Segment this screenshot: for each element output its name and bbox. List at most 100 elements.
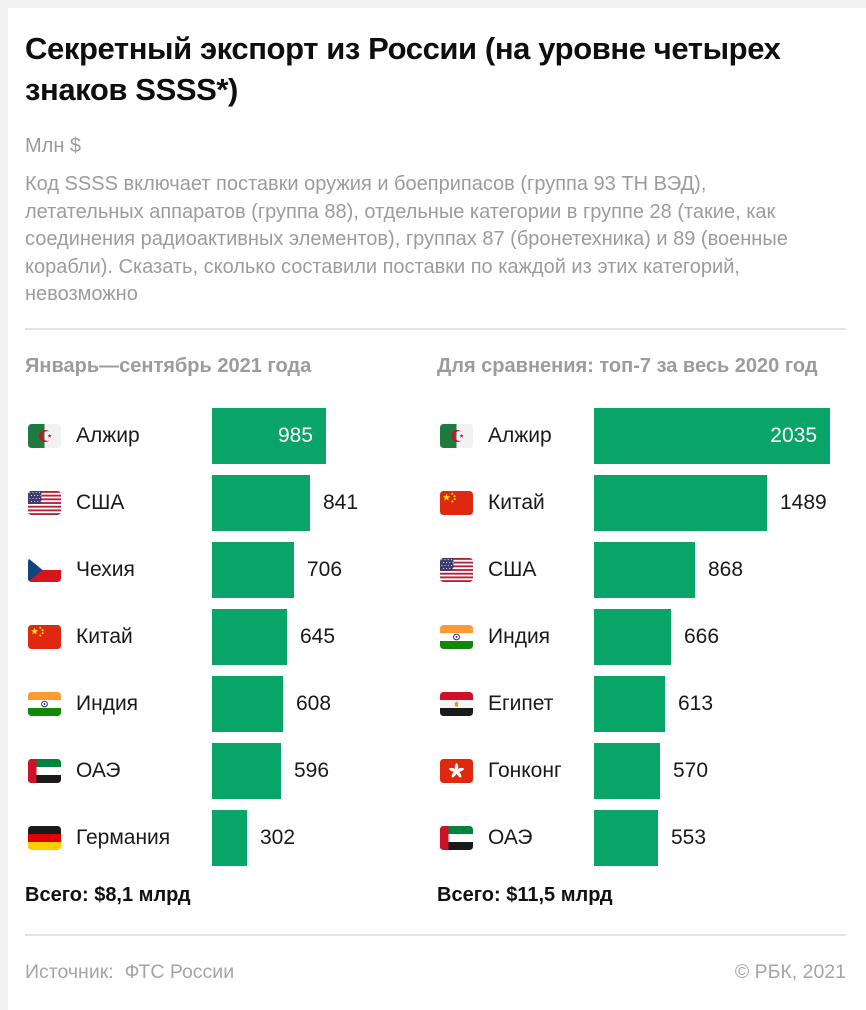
bar: 2035 (594, 407, 830, 464)
value-label: 596 (294, 758, 330, 782)
chart-row: ОАЭ 553 (437, 809, 846, 866)
flag-usa-icon (440, 557, 473, 582)
source-line: Источник: ФТС России (25, 961, 234, 984)
bar (212, 541, 294, 598)
country-label: ОАЭ (488, 825, 533, 849)
bar-track: 2035 (594, 407, 846, 464)
chart-row: Алжир 2035 (437, 407, 846, 464)
flag-algeria-icon (28, 423, 61, 448)
flag-algeria-icon (440, 423, 473, 448)
bar (594, 809, 658, 866)
flag-hongkong-icon (440, 758, 473, 783)
flag-czechia-icon (28, 557, 61, 582)
flag-germany-icon (28, 825, 61, 850)
flag-india-icon (440, 624, 473, 649)
page-title: Секретный экспорт из России (на уровне ч… (25, 31, 781, 107)
chart-jan-sep-2021: Январь—сентябрь 2021 года Алжир 985 США 84… (25, 355, 437, 907)
bar (594, 675, 665, 732)
country-label: Германия (76, 825, 171, 849)
total-2021: Всего: $8,1 млрд (25, 883, 191, 906)
bar (212, 742, 281, 799)
bar-track: 570 (594, 742, 846, 799)
country-label: США (488, 557, 537, 581)
chart-row: Индия 666 (437, 608, 846, 665)
bar-rows-2020: Алжир 2035 Китай 1489 США 868 (437, 407, 846, 866)
bar-track: 985 (212, 407, 437, 464)
bar-track: 645 (212, 608, 437, 665)
bar-track: 613 (594, 675, 846, 732)
chart-row: США 868 (437, 541, 846, 598)
bar (594, 608, 671, 665)
bottom-divider (25, 933, 846, 936)
value-label: 868 (708, 557, 744, 581)
country-label: Алжир (488, 423, 552, 447)
bar (594, 742, 660, 799)
chart-subtitle-2021: Январь—сентябрь 2021 года (25, 354, 312, 377)
chart-top7-2020: Для сравнения: топ-7 за весь 2020 год Ал… (437, 355, 846, 907)
bar (212, 675, 283, 732)
description: Код SSSS включает поставки оружия и боеп… (25, 173, 788, 305)
value-label: 608 (296, 691, 332, 715)
value-label: 553 (671, 825, 707, 849)
country-label: Гонконг (488, 758, 562, 782)
country-label: ОАЭ (76, 758, 121, 782)
country-label: Алжир (76, 423, 140, 447)
country-label: Китай (76, 624, 133, 648)
bar (594, 474, 767, 531)
country-label: Египет (488, 691, 554, 715)
bar (212, 474, 310, 531)
chart-row: Египет 613 (437, 675, 846, 732)
flag-usa-icon (28, 490, 61, 515)
units-label: Млн $ (25, 135, 82, 157)
bar-track: 596 (212, 742, 437, 799)
copyright: © РБК, 2021 (734, 960, 846, 983)
bar-track: 553 (594, 809, 846, 866)
bar-track: 302 (212, 809, 437, 866)
charts-area: Январь—сентябрь 2021 года Алжир 985 США 84… (25, 355, 846, 907)
flag-uae-icon (440, 825, 473, 850)
chart-row: Китай 645 (25, 608, 437, 665)
bar (212, 809, 247, 866)
chart-subtitle-2020: Для сравнения: топ-7 за весь 2020 год (437, 354, 818, 377)
bar-track: 841 (212, 474, 437, 531)
chart-row: Индия 608 (25, 675, 437, 732)
footer: Источник: ФТС России © РБК, 2021 (25, 961, 846, 984)
bar-track: 666 (594, 608, 846, 665)
flag-china-icon (440, 490, 473, 515)
source-label: Источник: (25, 960, 114, 983)
country-label: Индия (76, 691, 139, 715)
value-label: 1489 (780, 490, 827, 514)
value-label: 985 (277, 423, 313, 447)
country-label: США (76, 490, 125, 514)
bar-rows-2021: Алжир 985 США 841 Чехия 706 Китай 645 (25, 407, 437, 866)
flag-china-icon (28, 624, 61, 649)
country-label: Индия (488, 624, 551, 648)
value-label: 841 (323, 490, 359, 514)
chart-row: Чехия 706 (25, 541, 437, 598)
chart-row: Алжир 985 (25, 407, 437, 464)
flag-uae-icon (28, 758, 61, 783)
bar-track: 706 (212, 541, 437, 598)
chart-row: Гонконг 570 (437, 742, 846, 799)
chart-row: Германия 302 (25, 809, 437, 866)
bar-track: 868 (594, 541, 846, 598)
country-label: Чехия (76, 557, 135, 581)
bar: 985 (212, 407, 326, 464)
top-divider (25, 327, 846, 330)
bar-track: 1489 (594, 474, 846, 531)
value-label: 570 (673, 758, 709, 782)
chart-row: ОАЭ 596 (25, 742, 437, 799)
chart-row: США 841 (25, 474, 437, 531)
chart-row: Китай 1489 (437, 474, 846, 531)
bar-track: 608 (212, 675, 437, 732)
value-label: 2035 (770, 423, 817, 447)
bar (212, 608, 287, 665)
value-label: 645 (300, 624, 336, 648)
bar (594, 541, 695, 598)
value-label: 302 (260, 825, 296, 849)
value-label: 613 (678, 691, 714, 715)
country-label: Китай (488, 490, 545, 514)
flag-india-icon (28, 691, 61, 716)
total-2020: Всего: $11,5 млрд (437, 883, 613, 906)
